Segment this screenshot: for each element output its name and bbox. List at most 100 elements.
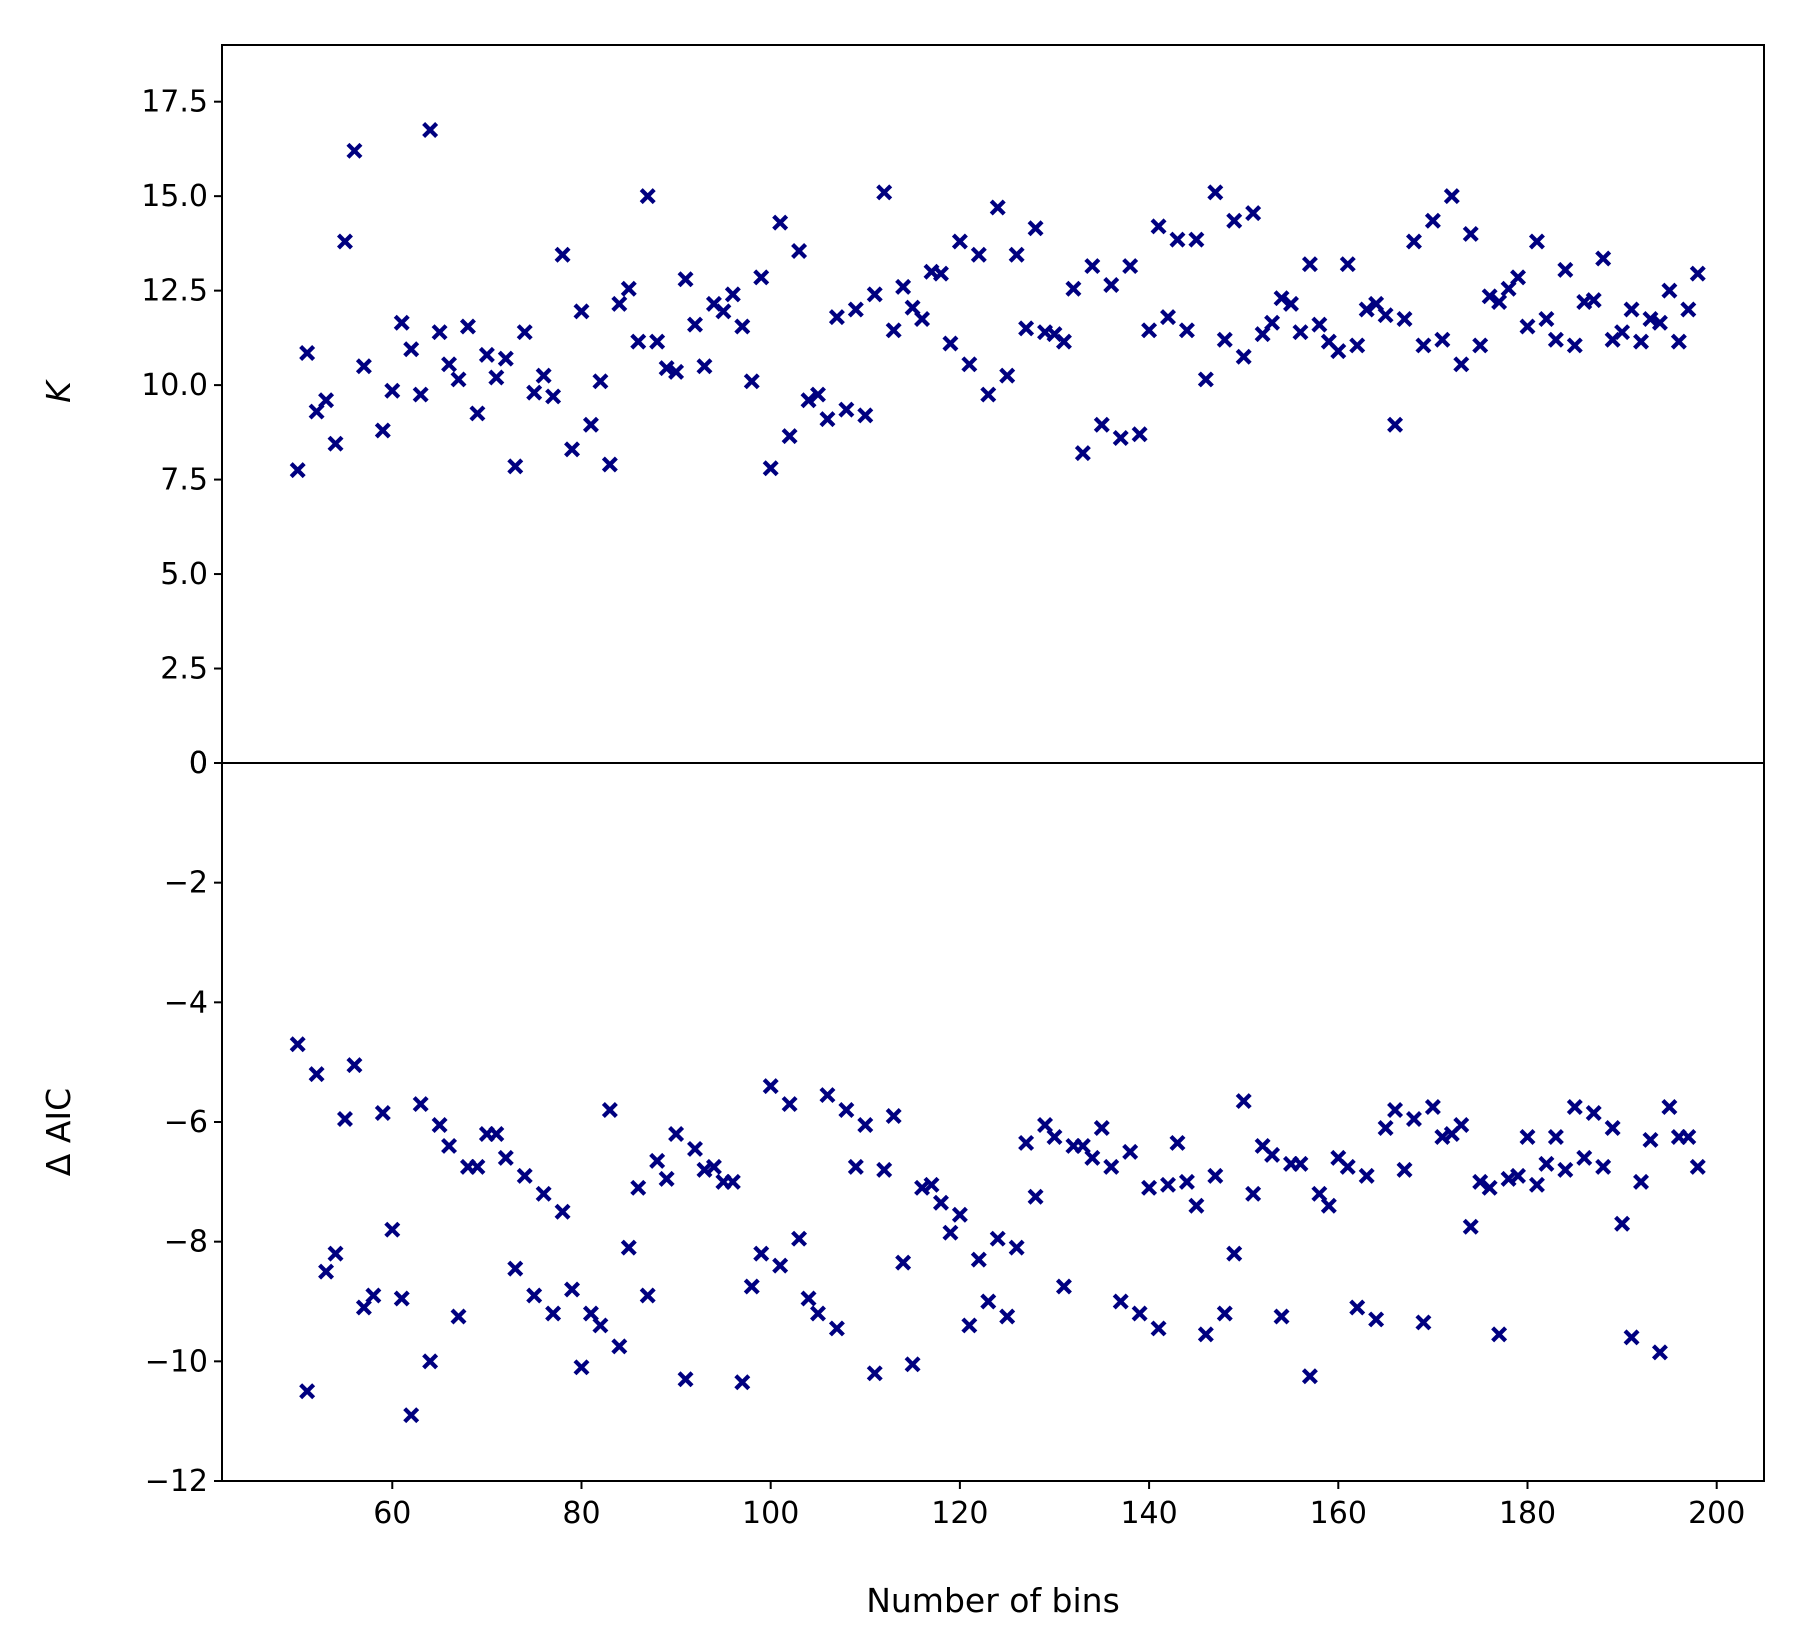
delta-aic-data-point [639,1287,656,1304]
k-panel: 0 2.5 5.0 7.5 10.0 12.5 15.0 17.5 [141,44,1765,781]
k-data-point [866,286,883,303]
delta-aic-data-point [592,1317,609,1334]
delta-aic-data-point [1216,1305,1233,1322]
delta-aic-data-point [1424,1099,1441,1116]
delta-aic-panel: 0 −2 −4 −6 −8 −10 −12 [145,746,1765,1499]
k-data-point [289,462,306,479]
delta-aic-data-point [1018,1134,1035,1151]
k-data-point [1339,256,1356,273]
delta-aic-data-point [403,1407,420,1424]
delta-aic-data-point [658,1170,675,1187]
delta-aic-data-point [847,1158,864,1175]
k-data-point [1661,282,1678,299]
k-data-point [1093,416,1110,433]
delta-aic-data-point [1510,1167,1527,1184]
k-data-point [1084,258,1101,275]
delta-aic-data-point [1689,1158,1706,1175]
k-data-point [450,371,467,388]
delta-aic-data-point [989,1230,1006,1247]
delta-aic-data-point [1103,1158,1120,1175]
k-data-point [1585,292,1602,309]
k-data-point [516,324,533,341]
k-data-point [564,441,581,458]
delta-aic-data-point [1160,1176,1176,1193]
delta-aic-data-point [1528,1176,1545,1193]
delta-aic-data-point [488,1125,505,1142]
k-data-point [1160,309,1176,326]
k-data-point [1197,371,1214,388]
k-data-point [1670,333,1687,350]
k-data-point [1027,220,1044,237]
k-data-point [1330,343,1347,360]
delta-aic-data-point [1396,1161,1413,1178]
k-data-point [384,382,401,399]
delta-aic-data-point [554,1203,571,1220]
delta-aic-data-point [318,1263,335,1280]
delta-aic-data-point [1405,1111,1422,1127]
delta-aic-data-point [1055,1278,1072,1295]
k-data-point [554,246,571,263]
delta-aic-data-point [374,1105,391,1122]
k-data-point [724,286,741,303]
delta-aic-data-point [1642,1131,1659,1148]
k-data-point [696,358,713,375]
k-data-point [592,373,609,390]
delta-aic-data-point [441,1137,458,1154]
k-data-point [1481,288,1498,305]
k-data-point [630,333,647,350]
k-ytick-label: 7.5 [160,463,208,498]
k-data-point [611,295,628,312]
delta-aic-data-point [384,1221,401,1238]
delta-aic-ytick-label: 0 [189,746,208,781]
k-data-point [412,386,429,403]
delta-aic-data-point [1112,1293,1129,1310]
k-data-point [687,316,703,333]
k-data-point [1396,310,1413,327]
k-ytick-label: 2.5 [160,652,208,687]
delta-aic-data-point [980,1293,997,1310]
delta-aic-data-point [743,1278,760,1295]
k-data-point [762,460,779,477]
k-data-point [355,358,372,375]
k-data-point [469,405,486,422]
delta-aic-data-point [1292,1155,1309,1172]
k-data-point [1651,314,1668,331]
delta-aic-data-point [1093,1119,1110,1136]
k-data-point [772,214,789,231]
k-data-point [1122,258,1139,275]
delta-aic-data-point [999,1308,1016,1325]
k-data-point [1614,324,1631,341]
delta-aic-data-point [1633,1173,1650,1190]
k-data-point [620,280,637,297]
k-data-point [582,416,599,433]
k-data-point [961,356,978,373]
delta-aic-data-point [1027,1188,1044,1205]
delta-aic-data-point [1358,1167,1375,1184]
delta-aic-data-point [365,1287,382,1304]
k-data-point [1387,416,1404,433]
k-data-point [403,341,420,358]
delta-aic-data-point [1472,1173,1489,1190]
delta-aic-data-point [1566,1099,1583,1116]
k-data-point [1434,331,1451,348]
delta-aic-data-point [516,1167,533,1184]
k-data-point [374,422,391,439]
delta-aic-data-point [450,1308,467,1325]
k-data-point [1424,212,1441,229]
k-data-point [1566,337,1583,354]
delta-aic-data-point [753,1245,770,1262]
delta-aic-data-point [1207,1167,1224,1184]
k-data-point [639,188,656,205]
delta-aic-data-point [1197,1326,1214,1343]
delta-aic-data-point [1623,1329,1640,1346]
k-data-point [601,456,618,473]
delta-aic-data-point [1084,1149,1101,1166]
k-data-point [1103,276,1120,293]
k-data-point [1283,295,1299,312]
k-data-point [999,367,1016,384]
k-data-point [932,265,949,282]
delta-aic-data-point [1273,1308,1290,1325]
k-data-point [1538,310,1555,327]
k-data-point [1311,316,1328,333]
